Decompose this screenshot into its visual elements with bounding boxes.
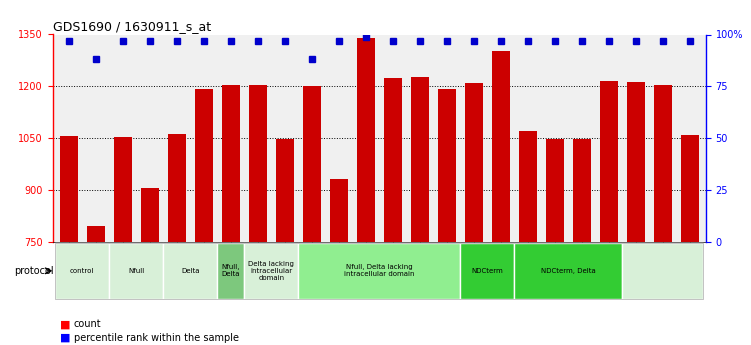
Bar [438, 89, 456, 242]
Text: GDS1690 / 1630911_s_at: GDS1690 / 1630911_s_at [53, 20, 211, 33]
Text: Nfull,
Delta: Nfull, Delta [222, 264, 240, 277]
Bar [514, 243, 623, 299]
Bar [357, 38, 375, 242]
Text: Delta: Delta [181, 268, 200, 274]
Bar [298, 243, 460, 299]
Bar [330, 179, 348, 242]
Text: Delta lacking
intracellular
domain: Delta lacking intracellular domain [249, 261, 294, 281]
Text: control: control [70, 268, 95, 274]
Bar [244, 243, 298, 299]
Bar [276, 139, 294, 241]
Bar [546, 139, 563, 241]
Bar [519, 131, 536, 241]
Bar [465, 83, 483, 242]
Bar [654, 85, 671, 242]
Bar [600, 81, 617, 241]
Bar [87, 226, 104, 242]
Bar [573, 139, 590, 241]
Text: count: count [74, 319, 101, 329]
Bar [141, 188, 158, 241]
Bar [114, 137, 131, 242]
Text: NDCterm, Delta: NDCterm, Delta [541, 268, 596, 274]
Text: NDCterm: NDCterm [472, 268, 503, 274]
Bar [460, 243, 514, 299]
Bar [168, 134, 185, 242]
Text: protocol: protocol [14, 266, 54, 276]
Bar [217, 243, 244, 299]
Bar [222, 85, 240, 242]
Text: Nfull, Delta lacking
intracellular domain: Nfull, Delta lacking intracellular domai… [344, 264, 415, 277]
Bar [195, 89, 213, 242]
Bar [384, 78, 402, 242]
Bar [303, 86, 321, 241]
Bar [411, 77, 429, 242]
Bar [109, 243, 163, 299]
Text: ■: ■ [60, 319, 71, 329]
Bar [627, 82, 644, 242]
Bar [623, 243, 703, 299]
Bar [56, 243, 109, 299]
Bar [492, 51, 509, 241]
Bar [249, 85, 267, 242]
Bar [681, 135, 698, 242]
Text: Nfull: Nfull [128, 268, 144, 274]
Bar [163, 243, 217, 299]
Bar [60, 136, 77, 242]
Text: ■: ■ [60, 333, 71, 343]
Text: percentile rank within the sample: percentile rank within the sample [74, 333, 239, 343]
